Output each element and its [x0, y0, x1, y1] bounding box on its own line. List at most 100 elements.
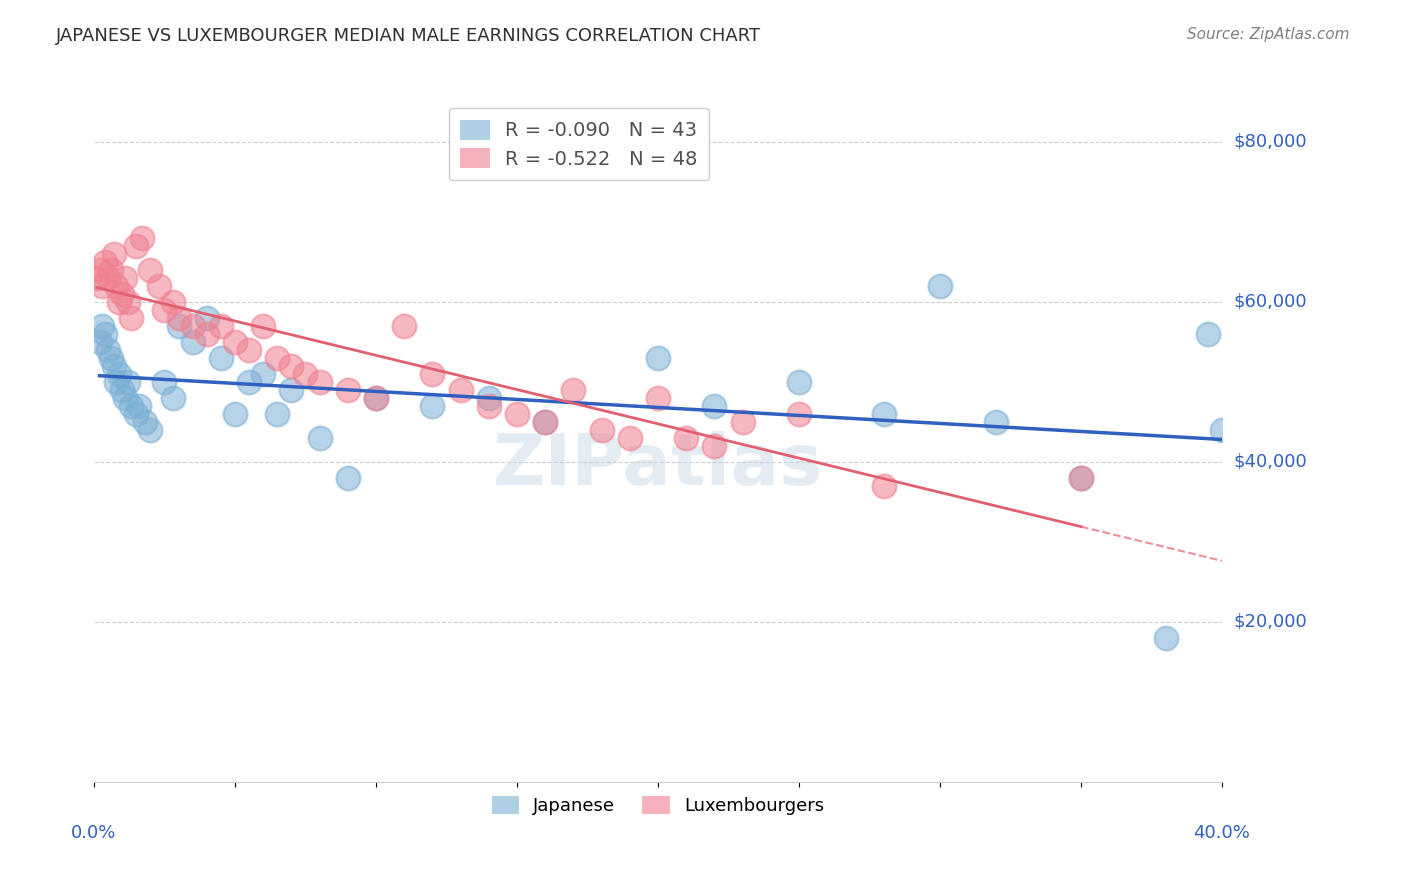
Point: [111, 383, 134, 397]
Point: [91, 278, 114, 293]
Point: [100, 351, 122, 365]
Point: [591, 423, 613, 437]
Point: [450, 383, 472, 397]
Point: [929, 278, 952, 293]
Point: [534, 415, 557, 429]
Point: [308, 431, 330, 445]
Point: [534, 415, 557, 429]
Point: [506, 407, 529, 421]
Point: [280, 383, 302, 397]
Point: [787, 375, 810, 389]
Point: [872, 407, 894, 421]
Text: $40,000: $40,000: [1233, 453, 1308, 471]
Point: [134, 415, 156, 429]
Text: Source: ZipAtlas.com: Source: ZipAtlas.com: [1187, 27, 1350, 42]
Point: [252, 367, 274, 381]
Point: [238, 343, 260, 357]
Point: [364, 391, 387, 405]
Point: [195, 310, 218, 325]
Point: [209, 351, 232, 365]
Point: [89, 334, 111, 349]
Point: [89, 262, 111, 277]
Point: [125, 407, 148, 421]
Point: [619, 431, 641, 445]
Point: [125, 238, 148, 252]
Point: [153, 302, 176, 317]
Text: $60,000: $60,000: [1233, 293, 1308, 310]
Point: [120, 399, 142, 413]
Point: [148, 278, 170, 293]
Point: [787, 407, 810, 421]
Point: [97, 270, 120, 285]
Point: [103, 246, 125, 260]
Point: [120, 310, 142, 325]
Point: [105, 375, 128, 389]
Point: [167, 318, 190, 333]
Point: [224, 334, 246, 349]
Point: [94, 326, 117, 341]
Point: [364, 391, 387, 405]
Point: [114, 270, 136, 285]
Point: [252, 318, 274, 333]
Point: [103, 359, 125, 373]
Point: [97, 343, 120, 357]
Text: $20,000: $20,000: [1233, 613, 1308, 631]
Point: [280, 359, 302, 373]
Point: [266, 407, 288, 421]
Point: [108, 367, 131, 381]
Point: [1154, 631, 1177, 645]
Point: [181, 318, 204, 333]
Point: [308, 375, 330, 389]
Point: [162, 294, 184, 309]
Point: [100, 262, 122, 277]
Point: [703, 399, 725, 413]
Text: $80,000: $80,000: [1233, 133, 1308, 151]
Point: [647, 391, 669, 405]
Text: JAPANESE VS LUXEMBOURGER MEDIAN MALE EARNINGS CORRELATION CHART: JAPANESE VS LUXEMBOURGER MEDIAN MALE EAR…: [56, 27, 762, 45]
Point: [131, 230, 153, 244]
Point: [139, 423, 162, 437]
Point: [139, 262, 162, 277]
Point: [195, 326, 218, 341]
Point: [731, 415, 754, 429]
Point: [872, 479, 894, 493]
Point: [478, 399, 501, 413]
Point: [562, 383, 585, 397]
Point: [108, 294, 131, 309]
Point: [91, 318, 114, 333]
Point: [153, 375, 176, 389]
Text: ZIPatlas: ZIPatlas: [494, 431, 823, 500]
Point: [336, 383, 359, 397]
Point: [128, 399, 150, 413]
Point: [392, 318, 415, 333]
Point: [224, 407, 246, 421]
Point: [1197, 326, 1219, 341]
Point: [105, 278, 128, 293]
Point: [238, 375, 260, 389]
Point: [422, 367, 444, 381]
Point: [266, 351, 288, 365]
Point: [336, 471, 359, 485]
Point: [294, 367, 316, 381]
Point: [181, 334, 204, 349]
Point: [162, 391, 184, 405]
Point: [167, 310, 190, 325]
Point: [209, 318, 232, 333]
Text: 0.0%: 0.0%: [72, 824, 117, 842]
Point: [986, 415, 1008, 429]
Point: [703, 439, 725, 453]
Point: [114, 391, 136, 405]
Point: [1211, 423, 1233, 437]
Text: 40.0%: 40.0%: [1194, 824, 1250, 842]
Point: [86, 270, 108, 285]
Point: [675, 431, 697, 445]
Legend: Japanese, Luxembourgers: Japanese, Luxembourgers: [485, 789, 831, 822]
Point: [94, 254, 117, 268]
Point: [111, 286, 134, 301]
Point: [117, 294, 139, 309]
Point: [1070, 471, 1092, 485]
Point: [1070, 471, 1092, 485]
Point: [478, 391, 501, 405]
Point: [422, 399, 444, 413]
Point: [117, 375, 139, 389]
